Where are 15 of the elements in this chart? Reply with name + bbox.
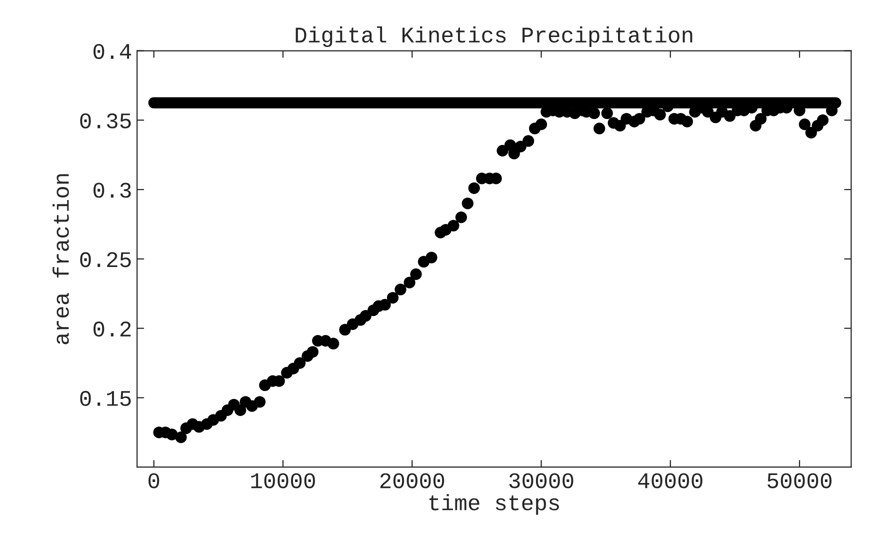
x-tick-label: 50000: [768, 473, 832, 488]
x-tick-label: 40000: [638, 473, 702, 488]
y-tick-label: 0.3: [94, 182, 131, 198]
chart-title: Digital Kinetics Precipitation: [296, 26, 692, 48]
y-tick-label: 0.4: [94, 44, 132, 60]
x-tick-label: 30000: [509, 473, 574, 488]
y-tick-label: 0.35: [80, 113, 131, 128]
x-axis-title: time steps: [429, 494, 559, 515]
x-tick-label: 0: [148, 473, 160, 488]
y-tick-label: 0.2: [94, 322, 131, 337]
y-axis-title: area fraction: [52, 174, 69, 344]
x-tick-label: 10000: [251, 473, 315, 488]
y-tick-label: 0.25: [80, 252, 131, 268]
y-tick-label: 0.15: [80, 390, 131, 406]
x-tick-label: 20000: [380, 473, 444, 488]
